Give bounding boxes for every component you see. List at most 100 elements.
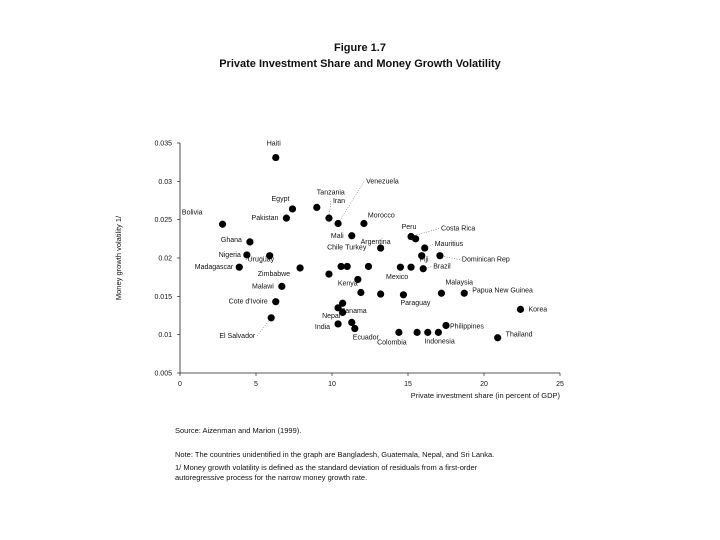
data-point xyxy=(272,153,280,162)
data-point xyxy=(243,251,251,259)
data-point xyxy=(348,232,356,240)
data-point xyxy=(357,288,365,297)
country-note: Note: The countries unidentified in the … xyxy=(175,450,495,459)
data-point xyxy=(313,203,321,211)
point-label: Bolivia xyxy=(182,209,203,216)
point-label: Egypt xyxy=(272,196,290,203)
data-point xyxy=(246,238,254,246)
axes: 0 5 10 15 20 25 0.035 0.03 0.025 0.02 0.015 0.01 0.0… xyxy=(114,141,564,401)
x-tick-label: 5 xyxy=(254,381,258,388)
point-label: Ecuador xyxy=(353,335,380,342)
footnote-line-2: autoregressive process for the narrow mo… xyxy=(175,473,368,482)
point-label: Colombia xyxy=(377,339,407,346)
data-point xyxy=(377,244,385,252)
point-label: Nepal xyxy=(322,313,341,320)
point-label: Pakistan xyxy=(252,215,279,222)
data-points xyxy=(218,153,525,342)
x-tick-label: 10 xyxy=(328,381,336,388)
figure-title: Private Investment Share and Money Growt… xyxy=(219,58,501,70)
leader-line xyxy=(337,181,365,224)
point-label: Peru xyxy=(402,224,417,231)
point-label: Kenya xyxy=(338,280,358,287)
data-point xyxy=(351,324,359,333)
point-label: Iran xyxy=(333,198,345,205)
data-point xyxy=(418,252,426,260)
leader-line xyxy=(328,201,332,219)
leader-line xyxy=(439,255,460,260)
data-point xyxy=(325,270,333,278)
data-point xyxy=(325,214,333,222)
point-label: Korea xyxy=(528,306,547,313)
point-label: Papua New Guinea xyxy=(472,287,533,294)
data-point xyxy=(334,219,342,228)
data-point xyxy=(267,314,275,322)
data-point xyxy=(282,214,290,222)
data-point xyxy=(354,275,362,284)
data-point xyxy=(343,262,351,271)
data-point xyxy=(364,262,373,271)
data-point xyxy=(339,299,347,307)
data-point xyxy=(516,305,525,313)
point-label: Turkey xyxy=(345,244,367,251)
point-label: Venezuela xyxy=(366,179,399,186)
data-point xyxy=(460,289,468,297)
data-point xyxy=(413,328,421,336)
point-label: Malaysia xyxy=(445,279,473,286)
point-label: India xyxy=(315,324,330,331)
data-point xyxy=(377,290,385,298)
figure-label: Figure 1.7 xyxy=(334,42,386,54)
x-axis-title: Private investment share (in percent of … xyxy=(411,391,561,400)
point-label: Morocco xyxy=(368,213,395,220)
point-labels: Haiti Egypt Tanzania Bolivia Pakistan Iran Ven… xyxy=(182,141,547,347)
leader-line xyxy=(245,255,270,260)
data-point xyxy=(348,318,356,326)
data-point xyxy=(339,308,347,317)
data-point xyxy=(395,328,403,336)
point-label: Malawi xyxy=(252,283,274,290)
y-axis-title: Money growth volatility 1/ xyxy=(114,215,123,300)
point-label: Tanzania xyxy=(317,189,345,196)
y-tick-label: 0.02 xyxy=(158,256,172,263)
point-label: Ghana xyxy=(221,237,242,244)
y-tick-label: 0.03 xyxy=(158,179,172,186)
point-label: Mauritius xyxy=(435,241,464,248)
data-point xyxy=(296,264,304,272)
point-label: Zimbabwe xyxy=(258,271,290,278)
point-label: Thailand xyxy=(506,332,533,339)
data-point xyxy=(360,219,368,228)
point-label: El Salvador xyxy=(219,333,255,340)
point-label: Chile xyxy=(327,244,343,251)
point-label: Philippines xyxy=(450,323,484,330)
footnote-line-1: 1/ Money growth volatility is defined as… xyxy=(175,463,478,472)
point-label: Mexico xyxy=(386,274,408,281)
point-label: Nigeria xyxy=(219,252,241,259)
y-tick-label: 0.025 xyxy=(154,217,172,224)
data-point xyxy=(218,220,227,228)
data-point xyxy=(424,328,432,336)
data-point xyxy=(337,262,345,271)
source-note: Source: Aizenman and Marion (1999). xyxy=(175,426,302,435)
data-point xyxy=(436,252,444,260)
point-label: Brazil xyxy=(433,264,451,271)
x-tick-label: 15 xyxy=(404,381,412,388)
data-point xyxy=(399,291,408,299)
point-label: Indonesia xyxy=(424,338,454,345)
y-tick-label: 0.015 xyxy=(154,294,172,301)
point-label: Madagascar xyxy=(195,264,234,271)
data-point xyxy=(412,235,420,243)
data-point xyxy=(288,205,297,213)
point-label: Paraguay xyxy=(400,300,430,307)
data-point xyxy=(419,265,427,273)
data-point xyxy=(407,263,415,271)
point-label: Cote d'Ivoire xyxy=(229,299,268,306)
point-label: Costa Rica xyxy=(441,226,475,233)
point-label: Argentina xyxy=(361,239,391,246)
x-tick-label: 25 xyxy=(556,381,564,388)
data-point xyxy=(437,289,446,297)
point-label: Haiti xyxy=(267,141,281,148)
data-point xyxy=(421,244,429,252)
point-label: Mali xyxy=(331,233,344,240)
y-tick-label: 0.035 xyxy=(154,141,172,148)
y-tick-label: 0.005 xyxy=(154,371,172,378)
